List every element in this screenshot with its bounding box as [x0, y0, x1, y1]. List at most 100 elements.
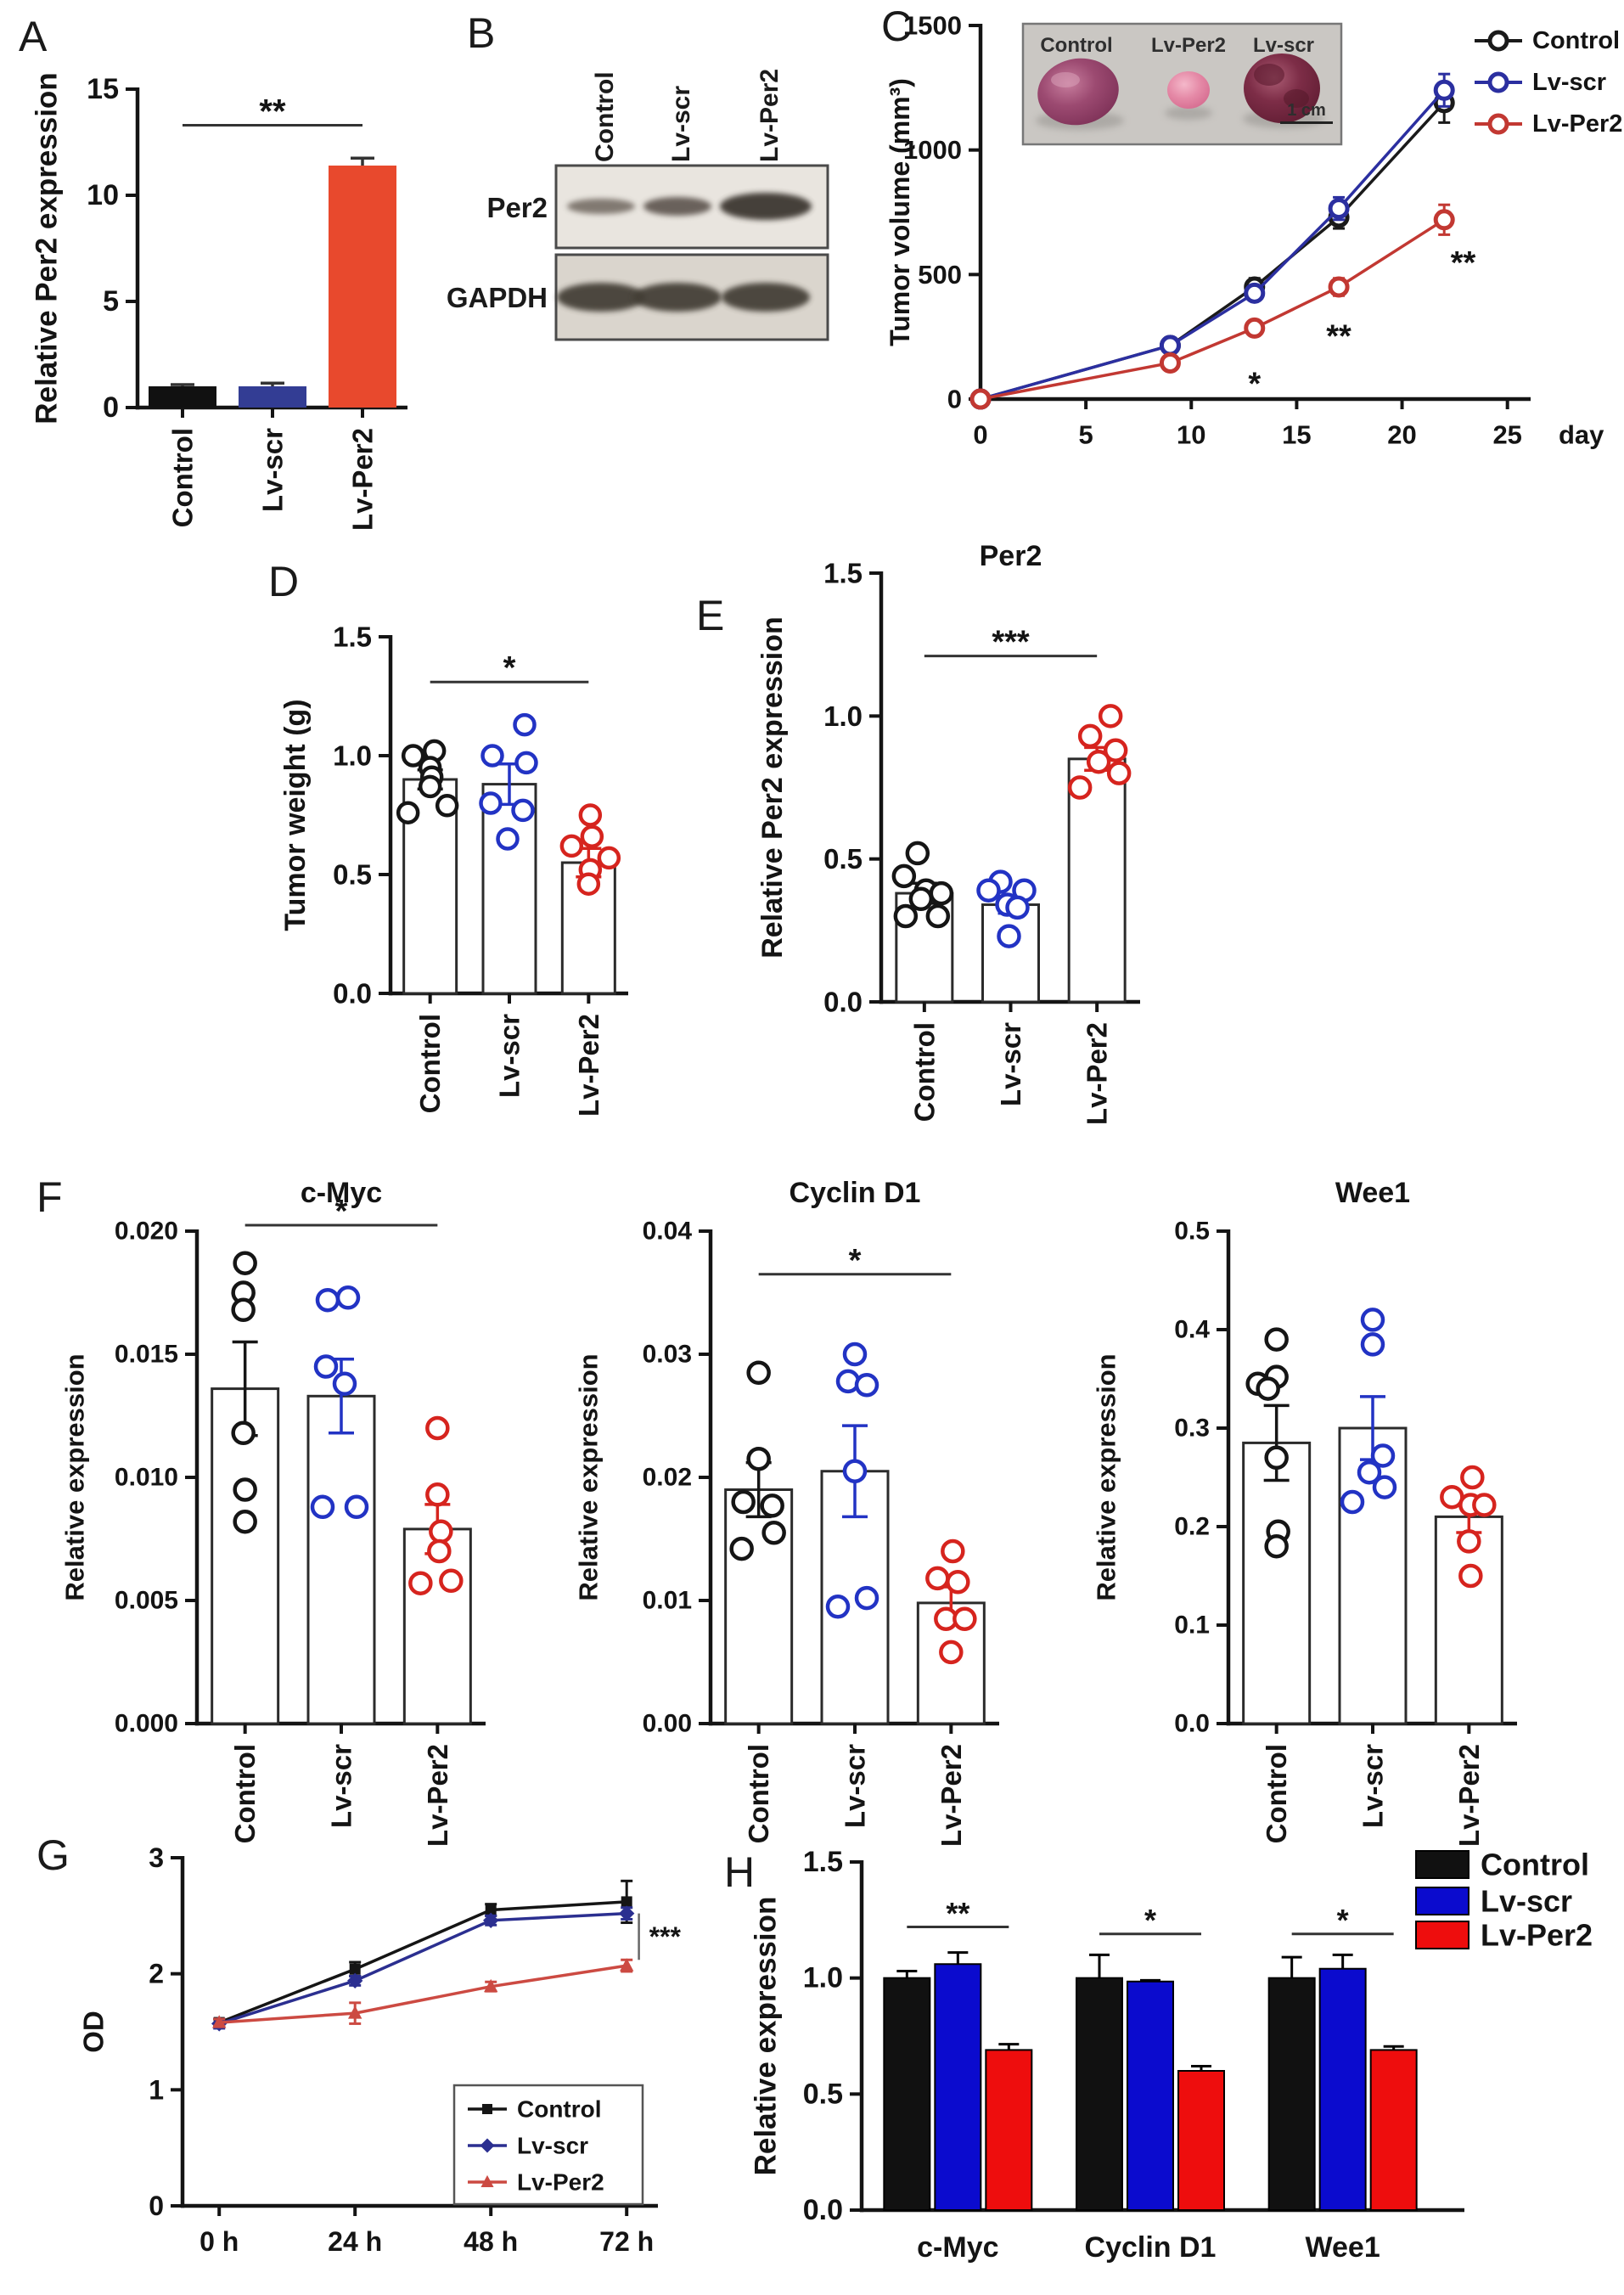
data-point — [842, 1459, 868, 1483]
bar — [981, 903, 1040, 1004]
data-point — [580, 824, 604, 848]
data-point — [480, 744, 504, 768]
bar — [239, 386, 306, 408]
significance-stars: ** — [946, 1896, 969, 1931]
y-tick-label: 0.04 — [643, 1218, 693, 1246]
blot-row-label-per2: Per2 — [486, 192, 548, 223]
x-category-label: Control — [167, 428, 199, 527]
series-line-lv-scr — [218, 1911, 627, 2026]
data-point — [1077, 723, 1103, 749]
blot-lane-label-control: Control — [591, 71, 619, 162]
x-category-label: Lv-scr — [1357, 1744, 1389, 1828]
data-point — [1472, 1493, 1497, 1517]
x-tick-label: 10 — [1177, 420, 1205, 450]
y-tick-label: 0.4 — [1174, 1316, 1210, 1344]
y-tick-label: 5 — [103, 285, 119, 318]
data-point — [418, 774, 442, 799]
data-point — [344, 1494, 369, 1520]
marker-square-icon — [621, 1896, 632, 1908]
y-tick-label: 0.00 — [643, 1710, 692, 1738]
data-point — [1457, 1529, 1481, 1554]
chart-a-per2-expression-bar: 0 5 10 15 Relative Per2 expression ** Control L… — [31, 72, 407, 531]
legend-swatch — [1415, 1850, 1469, 1879]
data-point — [401, 744, 425, 768]
y-tick-label: 0.5 — [1174, 1218, 1210, 1246]
marker-triangle-icon — [348, 2005, 362, 2019]
y-tick-label: 0.03 — [643, 1341, 692, 1369]
data-point — [1106, 761, 1132, 785]
y-axis-title: OD — [78, 2011, 110, 2053]
data-point — [1103, 738, 1128, 762]
blot-row-label-gapdh: GAPDH — [446, 282, 548, 313]
x-category-label: Lv-scr — [995, 1022, 1026, 1106]
data-point — [313, 1354, 339, 1379]
data-point — [891, 863, 917, 889]
data-point — [1357, 1460, 1382, 1485]
panel-letter-g: G — [37, 1831, 70, 1879]
data-point — [514, 751, 538, 775]
data-point — [559, 834, 584, 858]
data-point — [1360, 1308, 1385, 1332]
protein-band — [633, 283, 722, 312]
y-tick-label: 1000 — [903, 135, 962, 165]
legend-label: Control — [517, 2096, 602, 2123]
x-category-label: Lv-scr — [326, 1744, 357, 1828]
x-tick-label: 24 h — [328, 2226, 382, 2257]
data-point — [1340, 1489, 1365, 1515]
marker-triangle-icon — [480, 2174, 494, 2187]
bar — [329, 166, 396, 408]
bar-lv-scr — [1127, 1980, 1174, 2211]
y-tick-label: 0.0 — [333, 978, 372, 1010]
panel-letter-a: A — [19, 13, 48, 60]
data-point — [1005, 895, 1030, 920]
y-tick-label: 0 — [149, 2191, 164, 2221]
data-point — [511, 798, 535, 823]
significance-stars: * — [503, 650, 516, 686]
significance-stars: * — [1337, 1903, 1349, 1938]
data-point — [893, 903, 919, 929]
inset-scale-bar-label: 1 cm — [1280, 102, 1333, 124]
chart-title: Wee1 — [1335, 1177, 1410, 1209]
marker-triangle-icon — [212, 2015, 227, 2028]
bar-control — [1267, 1977, 1316, 2212]
significance-stars: * — [335, 1194, 348, 1229]
inset-tumor-label-control: Control — [1040, 34, 1113, 57]
data-point — [1098, 704, 1123, 728]
data-point — [941, 1538, 965, 1564]
chart-f-cyclind1-dotbar: 0.00 0.01 0.02 0.03 0.04 Relative expression *… — [574, 1177, 999, 1847]
bar — [1242, 1441, 1312, 1725]
significance-stars: *** — [992, 625, 1030, 661]
y-tick-label: 1 — [149, 2074, 164, 2105]
bar-lv-per2 — [1177, 2070, 1225, 2211]
tumor-lvscr-patch — [1284, 89, 1309, 108]
x-axis-unit-label: day — [1559, 420, 1604, 450]
data-point — [1264, 1327, 1289, 1352]
y-tick-label: 0 — [103, 391, 119, 424]
series-line-control — [218, 1900, 627, 2024]
y-tick-label: 0.010 — [115, 1464, 178, 1492]
y-tick-label: 0.005 — [115, 1587, 178, 1615]
y-tick-label: 0.01 — [643, 1587, 692, 1615]
y-tick-label: 0.020 — [115, 1218, 178, 1246]
marker-circle-icon — [1433, 79, 1455, 101]
y-axis-title: Relative expression — [1092, 1353, 1121, 1600]
x-category-label: Control — [414, 1014, 446, 1113]
series-line-lv-per2 — [219, 1964, 627, 2024]
x-category-label: Lv-scr — [257, 428, 289, 512]
data-point — [1372, 1475, 1397, 1499]
marker-square-icon — [349, 1963, 361, 1975]
marker-circle-icon — [1328, 198, 1350, 220]
significance-stars: * — [1144, 1903, 1156, 1938]
bar-lv-per2 — [985, 2049, 1033, 2211]
y-axis-title: Relative Per2 expression — [31, 72, 64, 424]
marker-square-icon — [485, 1904, 497, 1915]
significance-stars: ** — [259, 93, 286, 131]
data-point — [315, 1287, 340, 1313]
x-tick-label: 25 — [1492, 420, 1521, 450]
y-tick-label: 0.1 — [1174, 1612, 1210, 1640]
data-point — [946, 1570, 970, 1595]
data-point — [1360, 1332, 1385, 1357]
significance-stars: * — [1248, 366, 1261, 402]
significance-stars: * — [849, 1243, 862, 1279]
